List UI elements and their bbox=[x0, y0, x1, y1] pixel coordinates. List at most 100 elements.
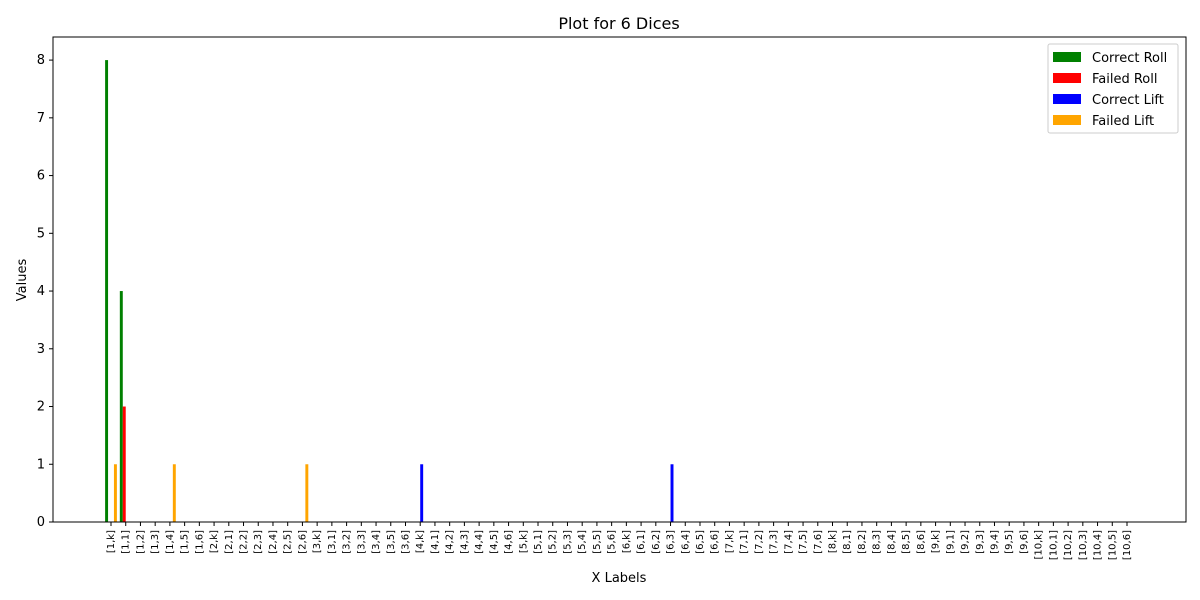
x-tick-label: [7,3] bbox=[769, 530, 780, 554]
bars-group bbox=[105, 60, 674, 522]
x-tick-label: [5,k] bbox=[518, 530, 529, 553]
legend-box bbox=[1047, 43, 1179, 134]
x-tick-label: [3,5] bbox=[386, 530, 397, 554]
x-tick-label: [10,6] bbox=[1122, 530, 1133, 560]
legend-swatch bbox=[1053, 52, 1081, 62]
y-tick-label: 4 bbox=[37, 284, 45, 299]
x-tick-label: [9,5] bbox=[1004, 530, 1015, 554]
bar bbox=[305, 464, 309, 522]
legend-label: Failed Lift bbox=[1092, 114, 1154, 129]
bar bbox=[670, 464, 674, 522]
x-tick-label: [9,k] bbox=[931, 530, 942, 553]
x-tick-label: [9,4] bbox=[989, 530, 1000, 554]
x-tick-label: [2,6] bbox=[297, 530, 308, 554]
x-tick-label: [7,1] bbox=[739, 530, 750, 554]
x-tick-label: [5,6] bbox=[607, 530, 618, 554]
x-tick-label: [9,6] bbox=[1019, 530, 1030, 554]
x-tick-label: [5,2] bbox=[548, 530, 559, 554]
x-tick-label: [4,6] bbox=[504, 530, 515, 554]
x-tick-label: [7,4] bbox=[783, 530, 794, 554]
x-tick-label: [6,5] bbox=[695, 530, 706, 554]
x-tick-label: [9,1] bbox=[945, 530, 956, 554]
x-tick-label: [1,5] bbox=[180, 530, 191, 554]
legend-swatch bbox=[1053, 73, 1081, 83]
plot-frame bbox=[52, 36, 1187, 523]
x-tick-label: [10,1] bbox=[1048, 530, 1059, 560]
x-tick-label: [2,5] bbox=[283, 530, 294, 554]
y-tick-label: 5 bbox=[37, 226, 45, 241]
x-tick-label: [1,4] bbox=[165, 530, 176, 554]
x-tick-label: [2,1] bbox=[224, 530, 235, 554]
y-tick-label: 3 bbox=[37, 342, 45, 357]
x-tick-label: [5,4] bbox=[577, 530, 588, 554]
x-tick-label: [4,k] bbox=[415, 530, 426, 553]
x-tick-label: [5,1] bbox=[533, 530, 544, 554]
bar bbox=[113, 464, 117, 522]
x-tick-label: [1,1] bbox=[121, 530, 132, 554]
x-tick-label: [10,k] bbox=[1034, 530, 1045, 560]
x-tick-label: [4,3] bbox=[459, 530, 470, 554]
x-axis-label: X Labels bbox=[592, 571, 647, 586]
legend-label: Correct Lift bbox=[1092, 93, 1164, 108]
x-tick-label: [8,3] bbox=[872, 530, 883, 554]
bar bbox=[172, 464, 176, 522]
x-tick-label: [8,2] bbox=[857, 530, 868, 554]
x-tick-label: [10,4] bbox=[1093, 530, 1104, 560]
x-tick-label: [2,2] bbox=[239, 530, 250, 554]
x-tick-label: [2,k] bbox=[209, 530, 220, 553]
legend-label: Failed Roll bbox=[1092, 72, 1157, 87]
legend-swatch bbox=[1053, 115, 1081, 125]
x-tick-label: [8,k] bbox=[828, 530, 839, 553]
x-tick-label: [6,2] bbox=[651, 530, 662, 554]
bar bbox=[122, 406, 126, 522]
x-tick-label: [10,5] bbox=[1107, 530, 1118, 560]
x-tick-label: [8,5] bbox=[901, 530, 912, 554]
y-tick-label: 7 bbox=[37, 111, 45, 126]
x-tick-label: [2,3] bbox=[253, 530, 264, 554]
x-tick-label: [9,2] bbox=[960, 530, 971, 554]
x-tick-label: [4,4] bbox=[474, 530, 485, 554]
x-tick-label: [5,5] bbox=[592, 530, 603, 554]
x-tick-label: [4,5] bbox=[489, 530, 500, 554]
x-tick-label: [4,1] bbox=[430, 530, 441, 554]
x-axis: [1,k] [1,1] [1,2] [1,3] [1,4] [1,5] [1,6] [2,k]… bbox=[106, 522, 1133, 560]
x-tick-label: [6,6] bbox=[710, 530, 721, 554]
x-tick-label: [6,1] bbox=[636, 530, 647, 554]
x-tick-label: [9,3] bbox=[975, 530, 986, 554]
bar bbox=[119, 291, 123, 522]
x-tick-label: [3,3] bbox=[356, 530, 367, 554]
x-tick-label: [1,k] bbox=[106, 530, 117, 553]
legend-label: Correct Roll bbox=[1092, 51, 1167, 66]
x-tick-label: [6,4] bbox=[680, 530, 691, 554]
x-tick-label: [8,4] bbox=[886, 530, 897, 554]
x-tick-label: [7,2] bbox=[754, 530, 765, 554]
y-tick-label: 1 bbox=[37, 457, 45, 472]
legend: Correct Roll Failed Roll Correct Lift Faile… bbox=[1047, 43, 1179, 134]
y-axis-label: Values bbox=[15, 259, 30, 302]
x-tick-label: [7,6] bbox=[813, 530, 824, 554]
x-tick-label: [8,6] bbox=[916, 530, 927, 554]
bar bbox=[420, 464, 424, 522]
x-tick-label: [1,6] bbox=[194, 530, 205, 554]
y-tick-label: 0 bbox=[37, 515, 45, 530]
x-tick-label: [7,k] bbox=[724, 530, 735, 553]
y-axis: 0 1 2 3 4 5 6 7 8 bbox=[37, 53, 53, 530]
x-tick-label: [3,k] bbox=[312, 530, 323, 553]
x-tick-label: [1,2] bbox=[135, 530, 146, 554]
x-tick-label: [4,2] bbox=[445, 530, 456, 554]
x-tick-label: [3,2] bbox=[342, 530, 353, 554]
y-tick-label: 2 bbox=[37, 400, 45, 415]
legend-swatch bbox=[1053, 94, 1081, 104]
x-tick-label: [10,3] bbox=[1078, 530, 1089, 560]
bar bbox=[105, 60, 109, 522]
x-tick-label: [6,3] bbox=[666, 530, 677, 554]
x-tick-label: [3,1] bbox=[327, 530, 338, 554]
x-tick-label: [10,2] bbox=[1063, 530, 1074, 560]
x-tick-label: [3,6] bbox=[400, 530, 411, 554]
y-tick-label: 6 bbox=[37, 169, 45, 184]
x-tick-label: [2,4] bbox=[268, 530, 279, 554]
x-tick-label: [7,5] bbox=[798, 530, 809, 554]
x-tick-label: [8,1] bbox=[842, 530, 853, 554]
x-tick-label: [6,k] bbox=[621, 530, 632, 553]
